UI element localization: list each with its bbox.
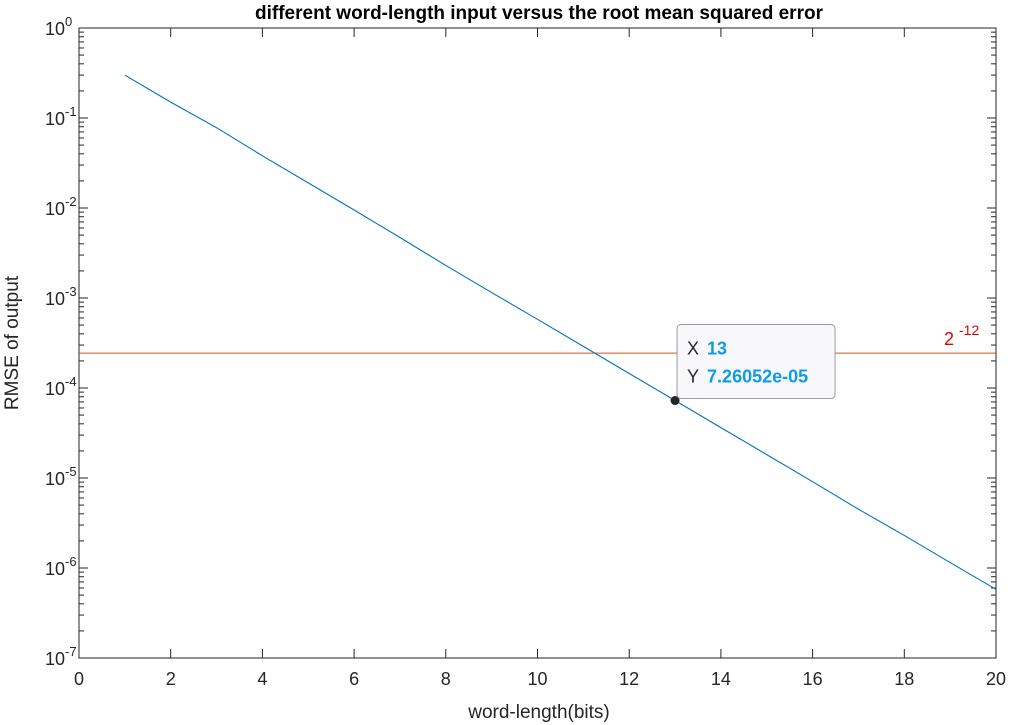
plot-area <box>78 27 997 659</box>
x-tick-label: 10 <box>527 669 547 689</box>
y-tick-label: 100 <box>45 14 72 39</box>
x-tick-label: 2 <box>166 669 176 689</box>
x-tick-label: 0 <box>74 669 84 689</box>
y-tick-label: 10-6 <box>45 554 77 579</box>
x-tick-label: 20 <box>986 669 1006 689</box>
y-tick-label: 10-7 <box>45 644 77 669</box>
x-tick-label: 14 <box>711 669 731 689</box>
x-tick-label: 16 <box>803 669 823 689</box>
reference-line-group: 2 -12 <box>79 322 996 354</box>
datatip-y-key: Y <box>687 367 699 387</box>
y-tick-labels: 100 10-1 10-2 10-3 10-4 10-5 10-6 10-7 <box>45 14 77 669</box>
x-tick-labels: 0 2 4 6 8 10 12 14 16 18 20 <box>74 669 1006 689</box>
datatip-x-value: 13 <box>707 339 727 359</box>
x-tick-label: 4 <box>257 669 267 689</box>
x-tick-label: 6 <box>349 669 359 689</box>
series-line <box>124 74 997 590</box>
x-tick-label: 18 <box>894 669 914 689</box>
y-axis-label: RMSE of output <box>2 275 23 410</box>
y-tick-label: 10-3 <box>45 284 77 309</box>
y-tick-label: 10-1 <box>45 104 77 129</box>
y-tick-label: 10-4 <box>45 374 77 399</box>
datatip-x-key: X <box>687 339 699 359</box>
axis-ticks <box>78 27 997 659</box>
datatip[interactable]: X 13 Y 7.26052e-05 <box>670 324 836 406</box>
x-tick-label: 8 <box>441 669 451 689</box>
y-tick-label: 10-2 <box>45 194 77 219</box>
series-group <box>124 74 997 590</box>
chart-title: different word-length input versus the r… <box>255 3 824 24</box>
x-axis-label: word-length(bits) <box>467 702 610 723</box>
reference-line-label: 2 -12 <box>944 322 979 349</box>
datatip-marker <box>670 396 680 406</box>
datatip-y-value: 7.26052e-05 <box>707 367 808 387</box>
x-tick-label: 12 <box>619 669 639 689</box>
y-tick-label: 10-5 <box>45 464 77 489</box>
datatip-box <box>676 324 836 400</box>
